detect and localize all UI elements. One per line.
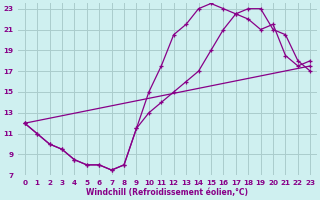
X-axis label: Windchill (Refroidissement éolien,°C): Windchill (Refroidissement éolien,°C) bbox=[86, 188, 249, 197]
